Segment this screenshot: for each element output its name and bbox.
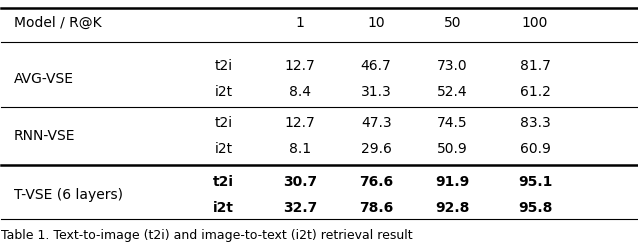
Text: Model / R@K: Model / R@K	[14, 16, 101, 30]
Text: i2t: i2t	[213, 201, 234, 215]
Text: 30.7: 30.7	[283, 175, 317, 189]
Text: 50.9: 50.9	[437, 142, 468, 156]
Text: T-VSE (6 layers): T-VSE (6 layers)	[14, 188, 123, 202]
Text: t2i: t2i	[214, 116, 233, 130]
Text: 95.1: 95.1	[518, 175, 552, 189]
Text: 12.7: 12.7	[285, 60, 315, 74]
Text: i2t: i2t	[214, 142, 233, 156]
Text: 8.1: 8.1	[289, 142, 311, 156]
Text: 10: 10	[367, 16, 385, 30]
Text: 73.0: 73.0	[437, 60, 468, 74]
Text: 76.6: 76.6	[359, 175, 393, 189]
Text: 29.6: 29.6	[360, 142, 392, 156]
Text: 50: 50	[443, 16, 461, 30]
Text: 92.8: 92.8	[435, 201, 470, 215]
Text: 47.3: 47.3	[361, 116, 392, 130]
Text: 100: 100	[522, 16, 548, 30]
Text: 12.7: 12.7	[285, 116, 315, 130]
Text: 31.3: 31.3	[361, 85, 392, 99]
Text: 1: 1	[295, 16, 304, 30]
Text: i2t: i2t	[214, 85, 233, 99]
Text: 83.3: 83.3	[519, 116, 551, 130]
Text: 46.7: 46.7	[361, 60, 392, 74]
Text: 32.7: 32.7	[283, 201, 317, 215]
Text: 81.7: 81.7	[519, 60, 551, 74]
Text: 95.8: 95.8	[518, 201, 552, 215]
Text: 60.9: 60.9	[519, 142, 551, 156]
Text: RNN-VSE: RNN-VSE	[14, 129, 75, 143]
Text: t2i: t2i	[214, 60, 233, 74]
Text: 78.6: 78.6	[359, 201, 393, 215]
Text: 52.4: 52.4	[437, 85, 468, 99]
Text: 91.9: 91.9	[435, 175, 470, 189]
Text: t2i: t2i	[213, 175, 234, 189]
Text: Table 1. Text-to-image (t2i) and image-to-text (i2t) retrieval result: Table 1. Text-to-image (t2i) and image-t…	[1, 229, 413, 242]
Text: AVG-VSE: AVG-VSE	[14, 72, 74, 86]
Text: 74.5: 74.5	[437, 116, 468, 130]
Text: 61.2: 61.2	[519, 85, 551, 99]
Text: 8.4: 8.4	[289, 85, 311, 99]
